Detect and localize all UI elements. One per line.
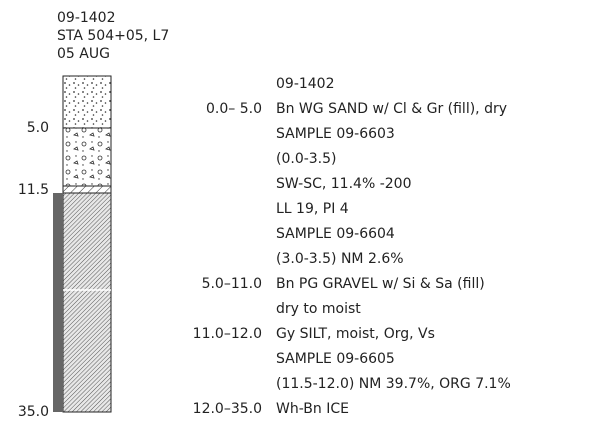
depth-label: 11.5 [18, 182, 49, 198]
description-line: Wh-Bn ICE [276, 401, 349, 417]
header-line: 09-1402 [57, 10, 116, 26]
description-line: (3.0-3.5) NM 2.6% [276, 251, 404, 267]
description-line: SAMPLE 09-6603 [276, 126, 395, 142]
description-line: SAMPLE 09-6604 [276, 226, 395, 242]
description-line: 09-1402 [276, 76, 335, 92]
description-line: (0.0-3.5) [276, 151, 337, 167]
description-line: Bn WG SAND w/ Cl & Gr (fill), dry [276, 101, 507, 117]
soil-column [53, 76, 111, 412]
description-line: LL 19, PI 4 [276, 201, 349, 217]
description-line: dry to moist [276, 301, 361, 317]
depth-label: 35.0 [18, 404, 49, 420]
depth-label: 5.0 [27, 120, 49, 136]
header-line: 05 AUG [57, 46, 110, 62]
description-line: SW-SC, 11.4% -200 [276, 176, 411, 192]
depth-range: 5.0–11.0 [202, 276, 262, 292]
ice-layer [63, 193, 111, 412]
ice-edge [53, 193, 63, 412]
silt-layer [63, 186, 111, 193]
depth-range: 11.0–12.0 [193, 326, 262, 342]
boring-log: 09-1402 STA 504+05, L7 05 AUG 5.0 11.5 35.0 09… [0, 0, 611, 433]
depth-range: 0.0– 5.0 [206, 101, 262, 117]
gravel-layer [63, 128, 111, 186]
description-line: SAMPLE 09-6605 [276, 351, 395, 367]
sand-layer [63, 76, 111, 128]
description-line: (11.5-12.0) NM 39.7%, ORG 7.1% [276, 376, 511, 392]
description-line: Gy SILT, moist, Org, Vs [276, 326, 435, 342]
depth-range: 12.0–35.0 [193, 401, 262, 417]
description-line: Bn PG GRAVEL w/ Si & Sa (fill) [276, 276, 485, 292]
header-line: STA 504+05, L7 [57, 28, 169, 44]
